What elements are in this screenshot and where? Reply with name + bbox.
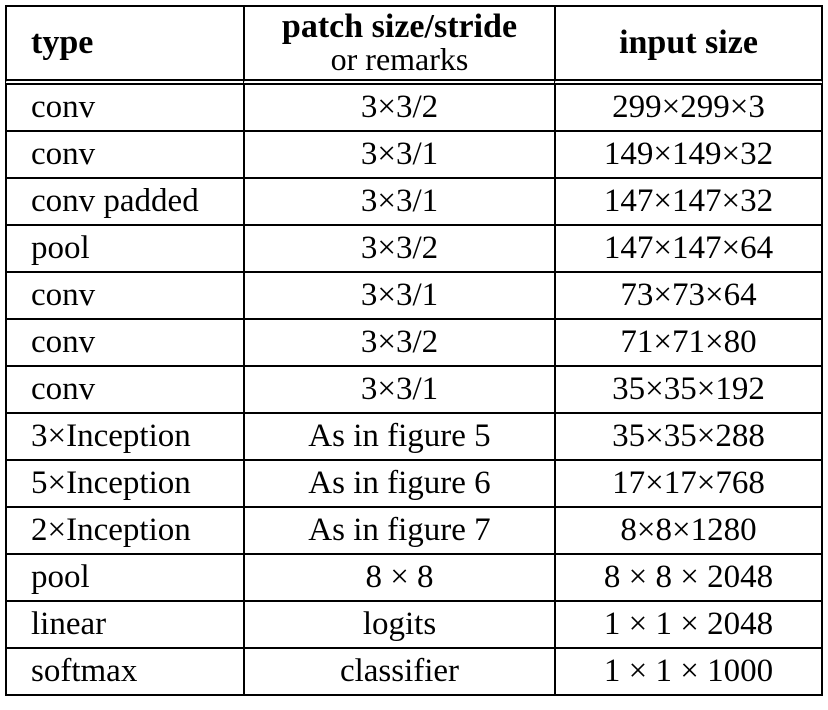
header-patch-main: patch size/stride xyxy=(281,8,518,45)
cell-type: conv padded xyxy=(5,179,243,226)
cell-input: 149×149×32 xyxy=(554,132,823,179)
table-row: 2×Inception As in figure 7 8×8×1280 xyxy=(5,508,823,555)
cell-input: 147×147×32 xyxy=(554,179,823,226)
table-row: conv 3×3/2 299×299×3 xyxy=(5,85,823,132)
cell-patch: 3×3/2 xyxy=(243,85,554,132)
cell-type: pool xyxy=(5,555,243,602)
cell-patch: As in figure 5 xyxy=(243,414,554,461)
table-row: softmax classifier 1 × 1 × 1000 xyxy=(5,649,823,696)
cell-input: 73×73×64 xyxy=(554,273,823,320)
cell-type: conv xyxy=(5,367,243,414)
cell-patch: As in figure 7 xyxy=(243,508,554,555)
cell-patch: 3×3/1 xyxy=(243,132,554,179)
table-row: conv padded 3×3/1 147×147×32 xyxy=(5,179,823,226)
cell-patch: 3×3/1 xyxy=(243,273,554,320)
header-patch-sub: or remarks xyxy=(330,41,469,77)
cell-input: 147×147×64 xyxy=(554,226,823,273)
cell-input: 1 × 1 × 1000 xyxy=(554,649,823,696)
cell-type: 2×Inception xyxy=(5,508,243,555)
table-row: 3×Inception As in figure 5 35×35×288 xyxy=(5,414,823,461)
cell-type: 5×Inception xyxy=(5,461,243,508)
cell-patch: logits xyxy=(243,602,554,649)
cell-type: linear xyxy=(5,602,243,649)
cell-patch: 3×3/2 xyxy=(243,226,554,273)
cell-type: conv xyxy=(5,132,243,179)
cell-input: 17×17×768 xyxy=(554,461,823,508)
cell-input: 8×8×1280 xyxy=(554,508,823,555)
table-row: 5×Inception As in figure 6 17×17×768 xyxy=(5,461,823,508)
header-input: input size xyxy=(554,5,823,85)
cell-patch: 3×3/1 xyxy=(243,367,554,414)
cell-input: 71×71×80 xyxy=(554,320,823,367)
cell-input: 35×35×288 xyxy=(554,414,823,461)
cell-type: softmax xyxy=(5,649,243,696)
table-row: conv 3×3/2 71×71×80 xyxy=(5,320,823,367)
cell-patch: classifier xyxy=(243,649,554,696)
cell-input: 1 × 1 × 2048 xyxy=(554,602,823,649)
cell-input: 299×299×3 xyxy=(554,85,823,132)
cell-patch: 3×3/1 xyxy=(243,179,554,226)
cell-patch: As in figure 6 xyxy=(243,461,554,508)
cell-input: 35×35×192 xyxy=(554,367,823,414)
cell-type: conv xyxy=(5,320,243,367)
cell-input: 8 × 8 × 2048 xyxy=(554,555,823,602)
cell-type: conv xyxy=(5,273,243,320)
cell-patch: 8 × 8 xyxy=(243,555,554,602)
header-row: type patch size/stride or remarks input … xyxy=(5,5,823,85)
cell-type: conv xyxy=(5,85,243,132)
table-row: conv 3×3/1 149×149×32 xyxy=(5,132,823,179)
header-type: type xyxy=(5,5,243,85)
table-row: conv 3×3/1 73×73×64 xyxy=(5,273,823,320)
table-row: conv 3×3/1 35×35×192 xyxy=(5,367,823,414)
cell-type: pool xyxy=(5,226,243,273)
cell-patch: 3×3/2 xyxy=(243,320,554,367)
cell-type: 3×Inception xyxy=(5,414,243,461)
table-row: pool 3×3/2 147×147×64 xyxy=(5,226,823,273)
table-row: linear logits 1 × 1 × 2048 xyxy=(5,602,823,649)
architecture-table: type patch size/stride or remarks input … xyxy=(5,5,823,696)
header-patch: patch size/stride or remarks xyxy=(243,5,554,85)
